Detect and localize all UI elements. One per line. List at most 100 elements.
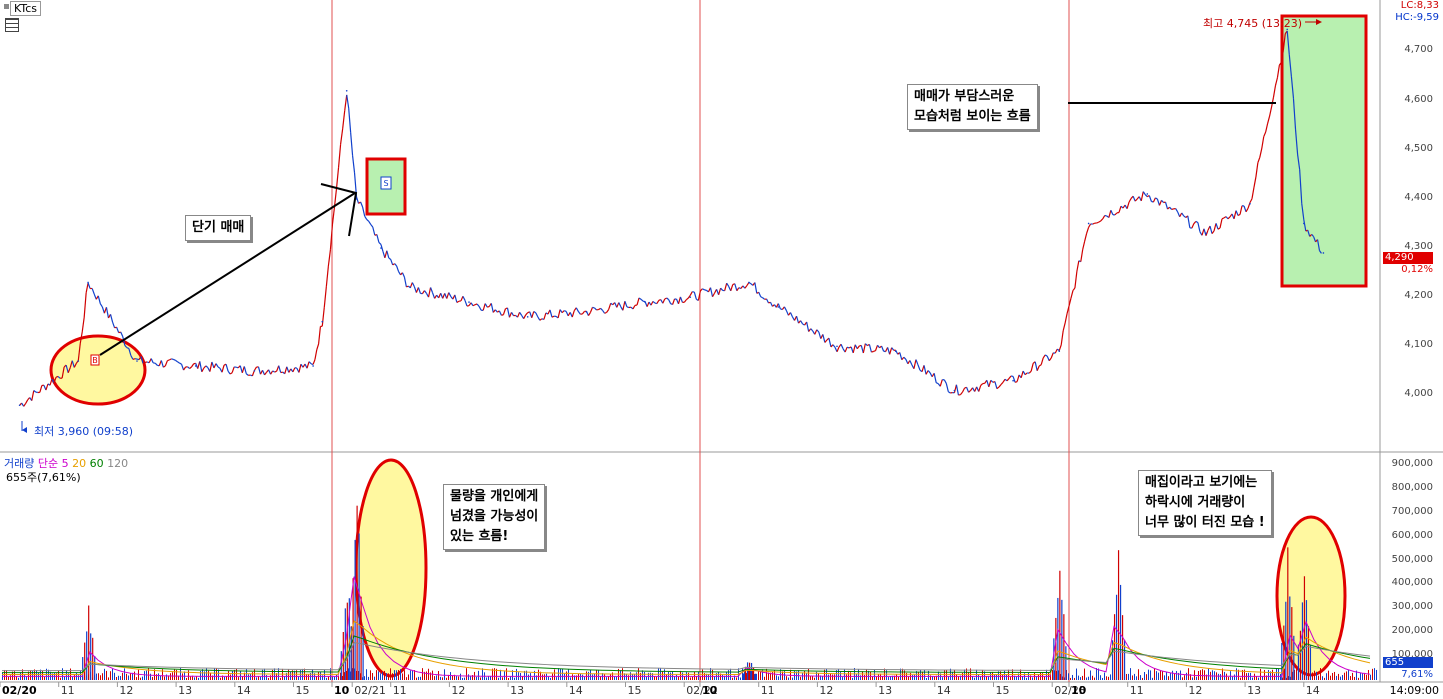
short-trade-arrow-shaft xyxy=(99,192,356,356)
price-segment-609 xyxy=(1245,208,1249,213)
time-tick-4: 14 xyxy=(236,684,251,697)
volume-bar-50 xyxy=(102,673,103,680)
symbol-title[interactable]: KTcs xyxy=(10,1,41,16)
price-segment-498 xyxy=(1022,370,1026,376)
volume-bar-589 xyxy=(1180,670,1181,680)
volume-bar-530 xyxy=(1062,676,1063,680)
volume-bar-96 xyxy=(194,677,195,680)
volume-bar-595 xyxy=(1192,677,1193,680)
price-segment-128 xyxy=(278,365,282,373)
price-segment-250 xyxy=(523,314,527,320)
volume-bar-123 xyxy=(248,674,249,680)
price-segment-504 xyxy=(1034,361,1038,371)
time-tick-17: 13 xyxy=(878,684,893,697)
volume-legend[interactable]: 거래량 단순 5 20 60 120 xyxy=(4,455,128,471)
volume-bar-148 xyxy=(298,676,299,680)
price-segment-299 xyxy=(622,301,626,311)
price-segment-623 xyxy=(1272,85,1277,98)
volume-bar-629 xyxy=(1260,668,1261,680)
volume-bar-14 xyxy=(30,670,31,680)
volume-bar-169 xyxy=(340,672,341,680)
volume-bar-388 xyxy=(778,676,779,680)
volume-bar-105 xyxy=(212,675,213,680)
volume-bar-659 xyxy=(1320,668,1321,680)
volume-bar-141 xyxy=(284,676,285,680)
volume-bar-99 xyxy=(200,671,201,680)
volume-bar-65 xyxy=(132,672,133,680)
price-segment-410 xyxy=(844,346,848,353)
time-tick-11: 14 xyxy=(568,684,583,697)
volume-bar-113 xyxy=(228,670,229,680)
volume-bar-507 xyxy=(1016,676,1017,680)
volume-bar-302 xyxy=(606,677,607,680)
volume-bar-628 xyxy=(1258,677,1259,680)
price-segment-372 xyxy=(768,301,771,304)
price-point-17 xyxy=(748,281,750,284)
volume-bar-62 xyxy=(126,673,127,680)
price-segment-618 xyxy=(1263,131,1267,137)
volume-bar-666 xyxy=(1334,671,1335,680)
price-segment-582 xyxy=(1191,223,1195,229)
price-segment-156 xyxy=(333,188,338,207)
volume-bar-122 xyxy=(246,669,247,680)
price-segment-411 xyxy=(846,346,850,349)
volume-bar-413 xyxy=(828,674,829,680)
volume-bar-442 xyxy=(886,670,887,680)
price-point-2 xyxy=(87,281,89,284)
price-segment-396 xyxy=(816,329,820,333)
volume-bar-566 xyxy=(1134,673,1135,680)
volume-bar-82 xyxy=(166,674,167,680)
price-segment-109 xyxy=(239,365,243,373)
price-segment-557 xyxy=(1140,191,1144,201)
volume-bar-274 xyxy=(550,677,551,680)
volume-bar-677 xyxy=(1356,670,1357,680)
price-segment-484 xyxy=(994,381,998,389)
price-segment-55 xyxy=(130,355,134,360)
svg-text:B: B xyxy=(92,356,98,365)
price-segment-608 xyxy=(1243,205,1247,213)
price-segment-287 xyxy=(598,307,601,311)
volume-spike-7-4 xyxy=(1305,600,1308,680)
volume-bar-410 xyxy=(822,675,823,680)
volume-bar-51 xyxy=(104,668,105,680)
volume-bar-428 xyxy=(858,669,859,680)
price-segment-628 xyxy=(1282,33,1286,51)
price-segment-457 xyxy=(939,379,943,387)
grid-toggle-icon[interactable] xyxy=(5,18,19,32)
volume-bar-208 xyxy=(418,676,419,680)
volume-bar-601 xyxy=(1204,670,1205,680)
volume-bar-126 xyxy=(254,668,255,680)
price-segment-135 xyxy=(292,367,296,373)
price-segment-209 xyxy=(440,293,444,299)
volume-bar-97 xyxy=(196,676,197,680)
volume-bar-655 xyxy=(1312,672,1313,680)
volume-bar-252 xyxy=(506,668,507,680)
current-change-tag: 0,12% xyxy=(1401,264,1433,275)
volume-bar-181 xyxy=(364,676,365,680)
price-segment-630 xyxy=(1286,30,1290,55)
volume-bar-202 xyxy=(406,677,407,680)
volume-bar-118 xyxy=(238,677,239,680)
volume-bar-6 xyxy=(14,671,15,680)
panel-menu-icon[interactable] xyxy=(4,4,9,9)
price-segment-76 xyxy=(173,358,176,361)
volume-bar-326 xyxy=(654,676,655,680)
volume-bar-57 xyxy=(116,676,117,680)
volume-bar-614 xyxy=(1230,671,1231,680)
volume-spike-7-5 xyxy=(1307,626,1310,680)
price-segment-195 xyxy=(411,282,415,287)
volume-bar-447 xyxy=(896,674,897,680)
volume-bar-303 xyxy=(608,676,609,680)
volume-bar-226 xyxy=(454,674,455,680)
volume-bar-217 xyxy=(436,675,437,680)
price-segment-125 xyxy=(272,370,275,373)
price-segment-571 xyxy=(1169,206,1173,210)
price-segment-638 xyxy=(1303,219,1307,232)
volume-bar-574 xyxy=(1150,670,1151,680)
price-segment-97 xyxy=(215,363,219,368)
price-segment-528 xyxy=(1082,240,1086,250)
price-segment-521 xyxy=(1068,297,1072,307)
price-segment-25 xyxy=(69,360,73,368)
volume-bar-489 xyxy=(980,676,981,680)
